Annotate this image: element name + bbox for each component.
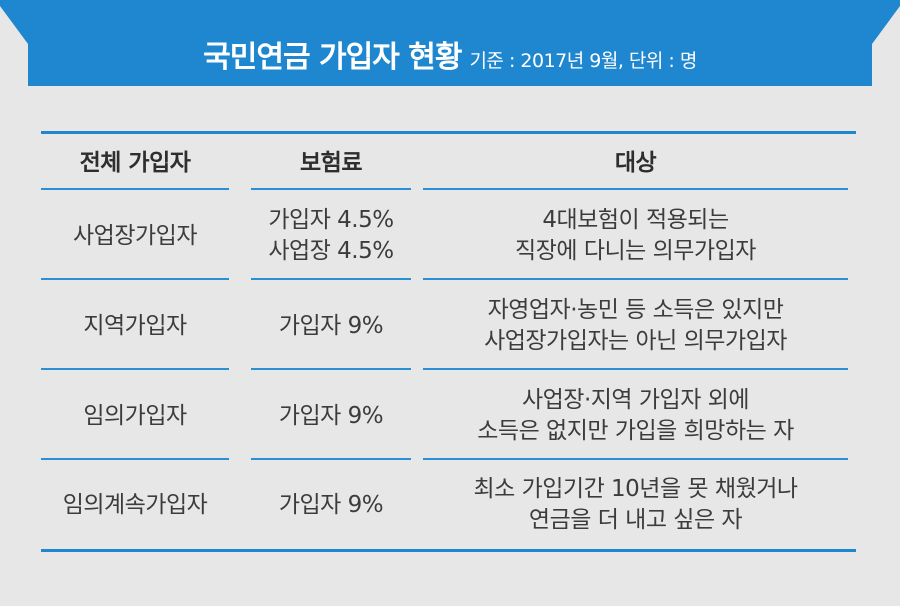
row-3-premium-line-1: 가입자 9%	[278, 402, 384, 429]
title-block: 국민연금 가입자 현황 기준 : 2017년 9월, 단위 : 명	[0, 32, 900, 76]
row-1-premium: 가입자 4.5% 사업장 4.5%	[251, 191, 411, 281]
row-divider	[251, 458, 411, 460]
row-divider	[251, 278, 411, 280]
page-subtitle: 기준 : 2017년 9월, 단위 : 명	[469, 50, 697, 72]
row-1-target-line-1: 4대보험이 적용되는	[542, 207, 729, 233]
row-divider	[251, 368, 411, 370]
row-3-target-line-1: 사업장·지역 가입자 외에	[521, 387, 750, 413]
table-top-rule	[41, 131, 856, 134]
row-4-target: 최소 가입기간 10년을 못 채웠거나 연금을 더 내고 싶은 자	[423, 461, 848, 549]
row-2-type: 지역가입자	[41, 281, 229, 371]
row-divider	[41, 458, 229, 460]
row-1-premium-line-2: 사업장 4.5%	[268, 238, 394, 264]
row-divider	[41, 368, 229, 370]
row-divider	[423, 368, 848, 370]
row-2-premium-line-1: 가입자 9%	[278, 312, 384, 339]
header-target: 대상	[614, 149, 657, 176]
row-divider	[423, 188, 848, 190]
table-bottom-rule	[41, 549, 856, 552]
row-divider	[423, 458, 848, 460]
row-1-type: 사업장가입자	[41, 191, 229, 281]
row-divider	[423, 278, 848, 280]
row-2-target: 자영업자·농민 등 소득은 있지만 사업장가입자는 아닌 의무가입자	[423, 281, 848, 371]
row-divider	[251, 188, 411, 190]
row-3-type: 임의가입자	[41, 371, 229, 461]
header-premium: 보험료	[300, 149, 362, 176]
row-3-target-line-2: 소득은 없지만 가입을 희망하는 자	[477, 418, 794, 444]
row-2-target-line-2: 사업장가입자는 아닌 의무가입자	[484, 328, 787, 354]
row-4-target-line-2: 연금을 더 내고 싶은 자	[528, 507, 743, 533]
title-banner	[0, 0, 900, 86]
row-3-target: 사업장·지역 가입자 외에 소득은 없지만 가입을 희망하는 자	[423, 371, 848, 461]
row-1-type-text: 사업장가입자	[73, 222, 197, 249]
row-1-target-line-2: 직장에 다니는 의무가입자	[515, 238, 756, 264]
row-1-target: 4대보험이 적용되는 직장에 다니는 의무가입자	[423, 191, 848, 281]
row-2-type-text: 지역가입자	[83, 312, 187, 339]
row-divider	[41, 188, 229, 190]
header-type: 전체 가입자	[79, 149, 191, 176]
row-divider	[41, 278, 229, 280]
row-4-type-text: 임의계속가입자	[62, 491, 208, 518]
row-4-type: 임의계속가입자	[41, 461, 229, 549]
row-3-premium: 가입자 9%	[251, 371, 411, 461]
row-1-premium-line-1: 가입자 4.5%	[268, 207, 394, 233]
row-2-premium: 가입자 9%	[251, 281, 411, 371]
row-4-premium-line-1: 가입자 9%	[278, 491, 384, 518]
row-2-target-line-1: 자영업자·농민 등 소득은 있지만	[487, 297, 784, 323]
row-4-premium: 가입자 9%	[251, 461, 411, 549]
page-title: 국민연금 가입자 현황	[203, 40, 462, 75]
row-3-type-text: 임의가입자	[83, 402, 187, 429]
row-4-target-line-1: 최소 가입기간 10년을 못 채웠거나	[473, 476, 798, 502]
